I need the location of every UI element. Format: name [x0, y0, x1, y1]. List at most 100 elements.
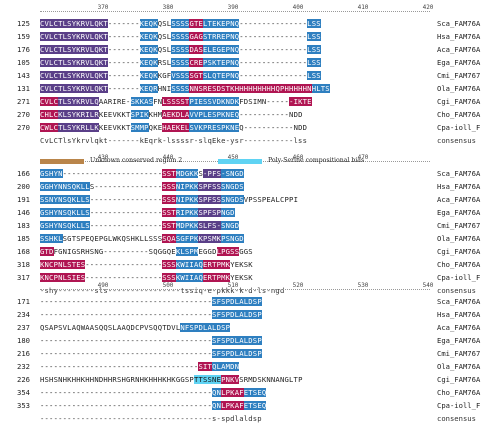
sequence-residues: SSHKLSGTSPEQEPGLWKQSHKLLSSSSQASGFPKKPSMK…	[40, 234, 244, 244]
sequence-residues: QSAPSVLAQWAASQQSLAAQDCPVSQQTDVLNFSPDLALD…	[40, 323, 231, 333]
legend-swatch	[218, 159, 262, 164]
residue-highlight: SST	[162, 208, 176, 217]
sequence-residues: CVLCTLSYKRVLQKT-------KEQKQSLSSSSDASELEG…	[40, 45, 321, 55]
sequence-name: Cgi_FAM76A	[437, 375, 481, 384]
sequence-row: 146 GSHYNSQKLLS----------------SSTRIPKKSP…	[0, 208, 500, 218]
sequence-start-position: 271	[17, 97, 30, 106]
residue-highlight: ERTPMK	[203, 260, 231, 269]
residue-run: ---------------	[239, 58, 308, 67]
residue-highlight: SSNYNSQKLLS	[40, 195, 90, 204]
consensus-row: -shy--------sls----------------tssiq-e-p…	[0, 286, 500, 296]
residue-run: QSL	[157, 19, 172, 28]
sequence-start-position: 353	[17, 401, 30, 410]
residue-run: QSAPSVLAQWAASQQSLAAQDCPVSQQTDVL	[40, 323, 181, 332]
sequence-residues: CWLCTLSYKRLLKKEEVKKTSMMPQKEHAEKELSVKPRES…	[40, 123, 307, 133]
residue-run: -----------------	[85, 273, 163, 282]
residue-highlight: GAG	[189, 32, 204, 41]
residue-highlight: SMMP	[130, 123, 149, 132]
sequence-row: 216 -------------------------------------…	[0, 349, 500, 359]
residue-run: ---------------	[239, 45, 308, 54]
residue-highlight: KWIIAQ	[175, 260, 204, 269]
residue-run: ----------------	[89, 208, 163, 217]
ruler-tick-label: 530	[357, 282, 369, 289]
residue-run: AARIRE-	[98, 97, 131, 106]
residue-highlight: VVPLESPKNEQ	[189, 110, 240, 119]
sequence-name: Aca_FAM76A	[437, 45, 481, 54]
residue-highlight: SPIK	[130, 110, 149, 119]
residue-highlight: -IKTE	[289, 97, 312, 106]
consensus-label: consensus	[437, 414, 476, 423]
sequence-name: Sca_FAM76A	[437, 297, 481, 306]
sequence-name: Cgi_FAM76A	[437, 97, 481, 106]
residue-highlight: LSS	[307, 45, 321, 54]
sequence-start-position: 168	[17, 247, 30, 256]
sequence-row: 354 -------------------------------------…	[0, 388, 500, 398]
sequence-start-position: 354	[17, 388, 30, 397]
sequence-row: 270 CWLCTLSYKRLLKKEEVKKTSMMPQKEHAEKELSVKP…	[0, 123, 500, 133]
sequence-row: 234 -------------------------------------…	[0, 310, 500, 320]
residue-highlight: GGHYNNSQKLL	[40, 182, 90, 191]
residue-highlight: CVLCTLSYKRVLQKT	[40, 84, 108, 93]
sequence-row: 171 -------------------------------------…	[0, 297, 500, 307]
sequence-name: Cmi_FAM767	[437, 71, 481, 80]
residue-highlight: SNGDS	[221, 182, 244, 191]
legend-label: Poly-Serine compositional bias	[268, 157, 365, 164]
residue-highlight: DAS	[189, 45, 204, 54]
sequence-name: Cmi_FAM767	[437, 221, 481, 230]
legend-label: Unknown conserved region 2	[90, 157, 183, 164]
residue-run: ---------------	[239, 71, 308, 80]
residue-highlight: SPFSP	[198, 208, 222, 217]
residue-highlight: SQA	[162, 234, 176, 243]
sequence-row: 270 CHLCKLSYKRILRKEEVKKTSPIKKHMAEKDLAVVPL…	[0, 110, 500, 120]
sequence-row: 200 GGHYNNSQKLLS---------------SSSNIPKKSP…	[0, 182, 500, 192]
residue-highlight: SGFPK	[175, 234, 199, 243]
residue-run: -----------------------------------	[40, 362, 199, 371]
residue-highlight: SFSPDLALDSP	[212, 310, 262, 319]
sequence-residues: --------------------------------------QN…	[40, 401, 267, 411]
ruler-tick-label: 470	[357, 154, 369, 161]
sequence-start-position: 317	[17, 273, 30, 282]
residue-highlight: RIPKK	[175, 208, 199, 217]
residue-highlight: KLSPM	[175, 247, 199, 256]
sequence-start-position: 226	[17, 375, 30, 384]
residue-run: HNI	[157, 84, 172, 93]
sequence-start-position: 171	[17, 297, 30, 306]
sequence-residues: --------------------------------------SF…	[40, 349, 262, 359]
residue-run: S	[198, 169, 204, 178]
sequence-residues: GGHYNNSQKLLS---------------SSSNIPKKSPFSS…	[40, 182, 244, 192]
residue-highlight: HAEKEL	[162, 123, 190, 132]
sequence-row: 232 -----------------------------------SI…	[0, 362, 500, 372]
consensus-sequence: CvLCTlsYkrvlqkt-------kEqrk-lssssr-slqEk…	[40, 136, 308, 145]
ruler-tick-label: 410	[357, 4, 369, 11]
sequence-start-position: 234	[17, 310, 30, 319]
sequence-name: Ola_FAM76A	[437, 84, 481, 93]
residue-run: ----------------	[89, 221, 163, 230]
sequence-row: 185 SSHKLSGTSPEQEPGLWKQSHKLLSSSSQASGFPKKP…	[0, 234, 500, 244]
residue-run: EGGD	[198, 247, 217, 256]
residue-highlight: LSS	[307, 32, 321, 41]
ruler-tick-label: 510	[227, 282, 239, 289]
legend-swatch	[40, 159, 84, 164]
residue-highlight: KEQR	[139, 84, 158, 93]
sequence-name: Hsa_FAM76A	[437, 310, 481, 319]
residue-highlight: VSSS	[171, 71, 190, 80]
residue-highlight: GSHYNSQKLLS	[40, 208, 90, 217]
residue-highlight: -PFS	[203, 169, 222, 178]
residue-highlight: ETSEQ	[243, 401, 267, 410]
sequence-name: Cho_FAM76A	[437, 260, 481, 269]
sequence-start-position: 125	[17, 19, 30, 28]
residue-run: -------	[107, 45, 140, 54]
position-ruler: 490 500 510 520 530 540	[0, 282, 500, 292]
sequence-residues: HSHSNHKHHKHHNDHHRSHGRNHKHHHKHKGGSPTTSSNE…	[40, 375, 303, 385]
consensus-sequence: --------------------------------------s-…	[40, 414, 262, 423]
residue-highlight: SLFS-	[198, 221, 222, 230]
sequence-residues: SSNYNSQKLLS----------------SSSNIPKKSPFSS…	[40, 195, 298, 205]
residue-run: --------------------------------------	[40, 388, 213, 397]
residue-highlight: KEQK	[139, 45, 158, 54]
position-ruler: 370 380 390 400 410 420	[0, 4, 500, 14]
residue-run: -------	[107, 71, 140, 80]
residue-highlight: SPFSS	[198, 182, 222, 191]
ruler-tick-label: 540	[422, 282, 434, 289]
residue-highlight: CVLCTLSYKRVLQKT	[40, 19, 108, 28]
sequence-row: 180 -------------------------------------…	[0, 336, 500, 346]
